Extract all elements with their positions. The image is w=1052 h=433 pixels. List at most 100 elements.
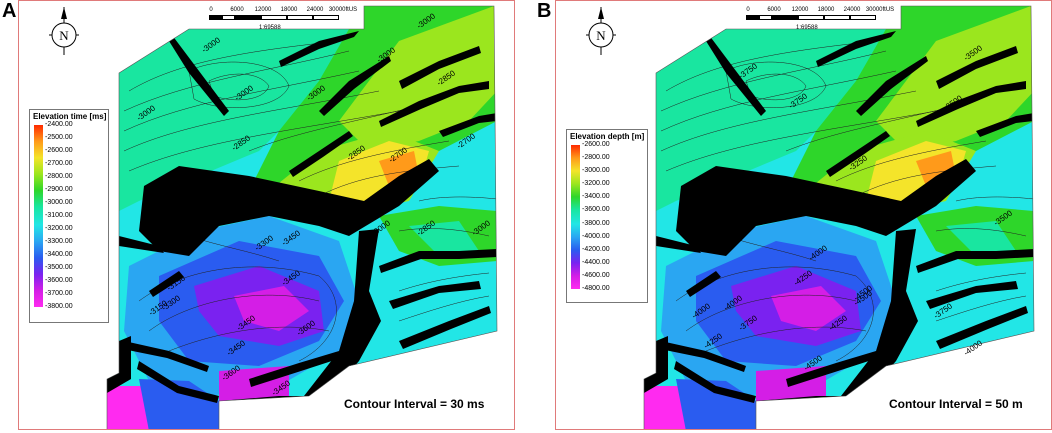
legend-tick-label: -3800.00 bbox=[582, 219, 610, 227]
legend-tick-label: -3000.00 bbox=[582, 167, 610, 175]
contour-line bbox=[398, 272, 490, 292]
contour-line bbox=[418, 196, 497, 202]
contour-line bbox=[123, 70, 360, 132]
legend-tick-label: -3200.00 bbox=[45, 225, 73, 232]
fault-polygon bbox=[676, 159, 976, 256]
contour-line bbox=[660, 50, 887, 112]
survey-boundary bbox=[106, 5, 498, 429]
fault-polygon bbox=[249, 351, 341, 387]
fault-polygon bbox=[916, 249, 1034, 273]
fault-polygon bbox=[289, 131, 353, 177]
contour-interval-note: Contour Interval = 30 ms bbox=[344, 397, 485, 411]
legend-tick-label: -2700.00 bbox=[45, 160, 73, 167]
legend-tick-label: -3600.00 bbox=[582, 206, 610, 214]
scale-tick: 30000ftUS bbox=[328, 7, 358, 13]
color-zone bbox=[119, 29, 349, 211]
legend-tick-label: -3200.00 bbox=[582, 180, 610, 188]
contour-line bbox=[955, 196, 1034, 202]
contour-line bbox=[935, 272, 1027, 292]
contour-line bbox=[398, 295, 490, 322]
color-zone bbox=[107, 386, 149, 429]
scale-tick: 18000 bbox=[817, 7, 835, 13]
fault-polygon bbox=[816, 31, 896, 67]
fault-polygon bbox=[674, 361, 756, 403]
contour-line bbox=[935, 295, 1027, 322]
contour-line bbox=[208, 73, 270, 101]
legend-tick-label: -3700.00 bbox=[45, 290, 73, 297]
fault-polygon bbox=[119, 236, 164, 253]
contour-line bbox=[123, 50, 350, 112]
scale-tick: 6000 bbox=[767, 7, 781, 13]
legend-tick-label: -3800.00 bbox=[45, 303, 73, 310]
contour-line bbox=[665, 40, 877, 92]
scale-tick: 6000 bbox=[230, 7, 244, 13]
fault-polygon bbox=[656, 236, 701, 253]
fault-polygon bbox=[399, 46, 481, 89]
map-panel-b: -3750 -3750 -3500 -3500 -3250 -3500 -4000 -4250… bbox=[555, 0, 1052, 430]
contour-interval-note: Contour Interval = 50 m bbox=[889, 397, 1023, 411]
scale-tick: 12000 bbox=[254, 7, 272, 13]
scale-ratio: 1:69588 bbox=[259, 25, 281, 31]
fault-polygon bbox=[379, 249, 497, 273]
color-zone bbox=[234, 286, 309, 331]
contour-line bbox=[318, 165, 460, 197]
north-arrow-icon: N bbox=[47, 5, 81, 57]
color-legend: Elevation time [ms] -2400.00 -2500.00 -260… bbox=[29, 109, 109, 323]
panel-letter-a: A bbox=[2, 0, 17, 22]
fault-polygon bbox=[137, 361, 219, 403]
scale-tick: 24000 bbox=[843, 7, 861, 13]
legend-tick-label: -2600.00 bbox=[45, 147, 73, 154]
elevation-depth-map: -3750-3750 -3500-3500-3250-3500-4000-4250… bbox=[643, 5, 1035, 429]
fault-polygon bbox=[149, 271, 184, 297]
scale-ratio: 1:69588 bbox=[796, 25, 818, 31]
scale-tick: 18000 bbox=[280, 7, 298, 13]
legend-tick-label: -3400.00 bbox=[45, 251, 73, 258]
color-zone bbox=[409, 221, 479, 256]
scale-tick: 0 bbox=[746, 7, 750, 13]
contour-line bbox=[705, 326, 867, 352]
legend-tick-label: -3600.00 bbox=[45, 277, 73, 284]
fault-polygon bbox=[786, 351, 878, 387]
scale-bar: 0 6000 12000 18000 24000 30000ftUS 1:695… bbox=[209, 7, 357, 31]
scale-tick: 24000 bbox=[306, 7, 324, 13]
legend-tick-label: -2600.00 bbox=[582, 141, 610, 148]
fault-polygon bbox=[841, 229, 918, 396]
legend-tick-label: -3400.00 bbox=[582, 193, 610, 201]
legend-tick-label: -2500.00 bbox=[45, 134, 73, 141]
fault-polygon bbox=[319, 56, 391, 116]
contour-line bbox=[128, 110, 400, 172]
contour-line bbox=[168, 326, 330, 352]
north-arrow-icon: N bbox=[584, 5, 618, 57]
fault-polygon bbox=[826, 131, 890, 177]
legend-title: Elevation depth [m] bbox=[570, 132, 645, 141]
contour-line bbox=[398, 228, 490, 237]
fault-polygon bbox=[439, 113, 497, 137]
legend-tick-label: -3500.00 bbox=[45, 264, 73, 271]
legend-tick-label: -4000.00 bbox=[582, 232, 610, 240]
scale-tick: 30000ftUS bbox=[865, 7, 895, 13]
legend-color-bar bbox=[34, 125, 43, 307]
fault-polygon bbox=[279, 31, 359, 67]
fault-polygon bbox=[916, 81, 1026, 127]
color-legend: Elevation depth [m] -2600.00 -2800.00 -300… bbox=[566, 129, 648, 303]
fault-polygon bbox=[686, 271, 721, 297]
fault-polygon bbox=[976, 113, 1034, 137]
legend-tick-label: -4600.00 bbox=[582, 271, 610, 279]
contour-line bbox=[745, 73, 807, 101]
panel-letter-b: B bbox=[537, 0, 552, 22]
elevation-time-map: -3000-3000-3000-3000-3000-2850-3000-2850… bbox=[106, 5, 498, 429]
contour-line bbox=[660, 70, 897, 132]
color-zone bbox=[946, 221, 1016, 256]
fault-polygon bbox=[926, 281, 1018, 309]
fault-polygon bbox=[304, 229, 381, 396]
color-zone bbox=[644, 386, 686, 429]
fault-polygon bbox=[936, 46, 1018, 89]
color-zone bbox=[771, 286, 846, 331]
legend-color-bar bbox=[571, 145, 580, 289]
legend-title: Elevation time [ms] bbox=[33, 112, 107, 121]
fault-polygon bbox=[701, 31, 766, 116]
fault-polygon bbox=[379, 81, 489, 127]
fault-polygon bbox=[856, 56, 928, 116]
color-zone bbox=[656, 29, 886, 211]
scale-tick: 0 bbox=[209, 7, 213, 13]
